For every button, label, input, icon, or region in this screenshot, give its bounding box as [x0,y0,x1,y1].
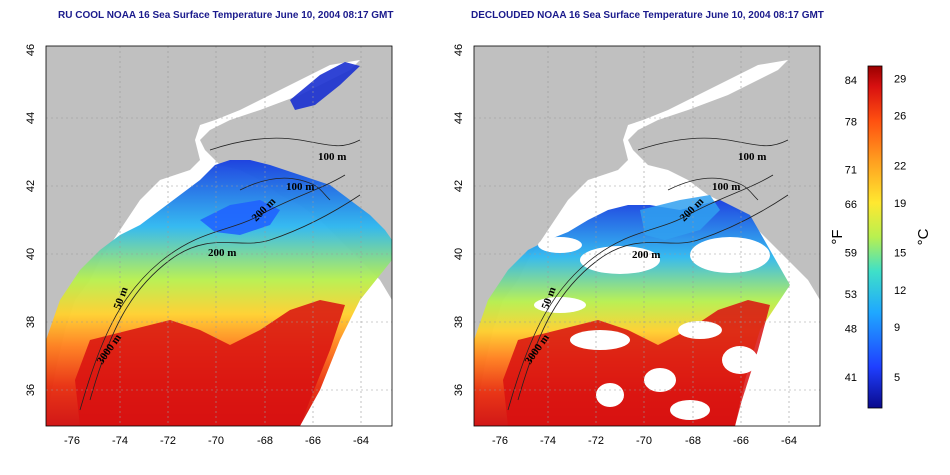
contour-line [89,194,361,401]
x-tick-label: -70 [636,435,652,447]
contour-line [239,177,331,201]
contour-line [507,174,774,411]
map-panel-right [474,46,820,426]
y-tick-label: 38 [453,316,465,328]
y-tick-label: 46 [453,44,465,56]
fahrenheit-tick-label: 41 [845,372,857,384]
x-tick-label: -76 [492,435,508,447]
fahrenheit-tick-label: 59 [845,248,857,260]
x-tick-label: -76 [64,435,80,447]
x-axis-right: -76 -74 -72 -70 -68 -66 -64 [492,435,797,447]
celsius-tick-label: 29 [894,73,906,85]
contour-label: 200 m [208,247,236,259]
celsius-tick-label: 12 [894,285,906,297]
warm-eddy [75,300,345,426]
contour-line [209,137,361,151]
contour-label: 100 m [712,181,740,193]
x-tick-label: -72 [588,435,604,447]
contour-label: 100 m [738,151,766,163]
grid-lines [46,46,392,426]
celsius-tick-label: 22 [894,160,906,172]
x-tick-label: -74 [540,435,556,447]
y-tick-label: 36 [453,384,465,396]
y-tick-label: 42 [25,180,37,192]
y-tick-label: 38 [25,316,37,328]
celsius-label: °C [915,228,932,245]
map-frame-left [45,45,393,427]
land-mass [474,46,820,420]
colorbar-ticks: 29 26 22 19 15 12 9 5 84 78 71 66 59 53 48 41 [845,73,907,383]
cold-patch [640,195,720,240]
x-tick-label: -74 [112,435,128,447]
map-panel-left [46,46,392,426]
x-tick-label: -68 [685,435,701,447]
y-tick-label: 44 [453,112,465,124]
celsius-tick-label: 9 [894,322,900,334]
map-title-right: DECLOUDED NOAA 16 Sea Surface Temperatur… [471,10,824,21]
cold-patch [200,200,280,235]
fahrenheit-label: °F [829,229,846,244]
contour-line [79,174,346,411]
grid-lines [474,46,820,426]
x-tick-label: -68 [257,435,273,447]
contour-line [517,194,789,401]
contour-label: 200 m [632,249,660,261]
celsius-tick-label: 19 [894,198,906,210]
x-axis-left: -76 -74 -72 -70 -68 -66 -64 [64,435,369,447]
fahrenheit-tick-label: 78 [845,116,857,128]
contour-label: 100 m [318,151,346,163]
x-tick-label: -66 [305,435,321,447]
y-tick-label: 36 [25,384,37,396]
celsius-tick-label: 5 [894,372,900,384]
y-axis-right: 36 38 40 42 44 46 [453,44,465,396]
y-tick-label: 44 [25,112,37,124]
fahrenheit-tick-label: 71 [845,165,857,177]
y-tick-label: 42 [453,180,465,192]
colorbar: 29 26 22 19 15 12 9 5 84 78 71 66 59 53 48 41 °F °C [829,65,932,409]
y-tick-label: 46 [25,44,37,56]
contour-label: 100 m [286,181,314,193]
map-title-left: RU COOL NOAA 16 Sea Surface Temperature … [58,10,394,21]
x-tick-label: -64 [353,435,369,447]
celsius-tick-label: 26 [894,111,906,123]
colorbar-scale [867,65,883,409]
x-tick-label: -66 [733,435,749,447]
celsius-tick-label: 15 [894,248,906,260]
fahrenheit-tick-label: 53 [845,289,857,301]
x-tick-label: -72 [160,435,176,447]
x-tick-label: -64 [781,435,797,447]
contour-line [637,137,789,151]
fahrenheit-tick-label: 66 [845,199,857,211]
contour-line [667,177,759,201]
y-tick-label: 40 [25,248,37,260]
y-axis-left: 36 38 40 42 44 46 [25,44,37,396]
y-tick-label: 40 [453,248,465,260]
land-mass [46,46,392,420]
fahrenheit-tick-label: 84 [845,75,857,87]
map-frame-right [473,45,821,427]
x-tick-label: -70 [208,435,224,447]
cold-north [290,62,360,110]
fahrenheit-tick-label: 48 [845,324,857,336]
